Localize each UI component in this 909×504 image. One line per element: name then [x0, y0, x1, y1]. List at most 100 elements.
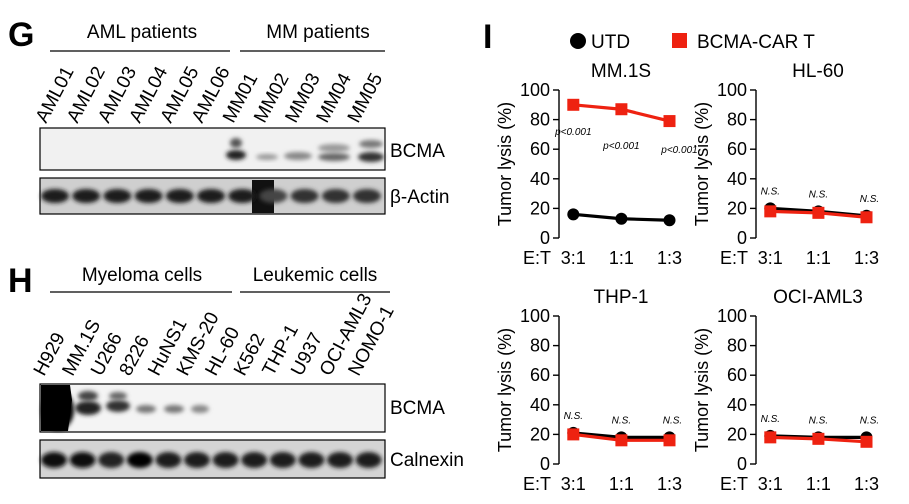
- data-point: [812, 432, 825, 445]
- x-tick-label: 3:1: [561, 474, 586, 494]
- x-tick-label: 1:3: [854, 248, 879, 268]
- blot-band: [212, 452, 239, 468]
- chart-title: MM.1S: [591, 61, 651, 82]
- significance-label: p<0.001: [602, 141, 639, 152]
- blot-band: [69, 452, 96, 468]
- y-tick-label: 80: [727, 110, 747, 130]
- blot-band: [259, 189, 288, 203]
- data-point: [764, 205, 777, 218]
- x-axis-label: E:T: [523, 474, 551, 494]
- chart-title: THP-1: [594, 287, 649, 308]
- legend-utd-label: UTD: [591, 32, 630, 53]
- x-tick-label: 1:3: [657, 474, 682, 494]
- panel-g-bcma-label: BCMA: [390, 141, 445, 162]
- data-point: [663, 434, 676, 447]
- x-tick-label: 1:3: [854, 474, 879, 494]
- panel-h-calnexin-blot: Calnexin: [39, 439, 464, 479]
- panel-h-bcma-blot: BCMA: [39, 383, 445, 433]
- significance-label: N.S.: [761, 186, 780, 197]
- myeloma-group-label: Myeloma cells: [82, 265, 202, 286]
- blot-band: [197, 189, 225, 203]
- legend-car-t-marker: [672, 33, 687, 48]
- blot-band: [72, 189, 101, 203]
- significance-label: N.S.: [860, 194, 879, 205]
- data-point: [860, 435, 873, 448]
- panel-h: H Myeloma cells Leukemic cells H929MM.1S…: [8, 262, 464, 479]
- blot-band: [298, 452, 325, 468]
- panel-g-letter: G: [8, 16, 34, 54]
- significance-label: N.S.: [860, 415, 879, 426]
- data-point: [764, 431, 777, 444]
- panel-g-actin-blot: β-Actin: [39, 177, 450, 215]
- y-tick-label: 80: [727, 336, 747, 356]
- legend-car-t-label: BCMA-CAR T: [697, 32, 815, 53]
- blot-band: [134, 189, 163, 203]
- y-tick-label: 40: [727, 169, 747, 189]
- legend: UTD BCMA-CAR T: [570, 32, 815, 53]
- blot-band: [184, 452, 210, 468]
- x-axis-label: E:T: [523, 248, 551, 268]
- panel-g-bcma-blot: BCMA: [39, 127, 445, 171]
- x-axis-label: E:T: [720, 474, 748, 494]
- y-tick-label: 100: [520, 80, 550, 100]
- data-point: [615, 434, 628, 447]
- y-tick-label: 60: [530, 365, 550, 385]
- panel-g-lane-labels: AML01AML02AML03AML04AML05AML06MM01MM02MM…: [32, 63, 387, 126]
- y-tick-label: 100: [717, 80, 747, 100]
- chart-title: OCI-AML3: [773, 287, 863, 308]
- data-point: [812, 206, 825, 219]
- blot-band: [98, 452, 125, 468]
- x-tick-label: 1:1: [806, 248, 831, 268]
- mm-group-label: MM patients: [266, 22, 369, 43]
- data-point: [615, 103, 628, 116]
- blot-band: [126, 452, 153, 468]
- blot-band: [103, 189, 132, 203]
- y-tick-label: 100: [717, 306, 747, 326]
- significance-label: p<0.001: [660, 145, 697, 156]
- y-tick-label: 20: [727, 198, 747, 218]
- y-tick-label: 0: [737, 228, 747, 248]
- y-tick-label: 0: [540, 454, 550, 474]
- data-point: [567, 98, 580, 111]
- blot-band: [269, 452, 296, 468]
- panel-i-letter: I: [483, 18, 492, 56]
- data-point: [860, 211, 873, 224]
- panel-h-letter: H: [8, 262, 33, 300]
- y-tick-label: 60: [727, 365, 747, 385]
- data-point: [663, 214, 676, 227]
- blot-band: [241, 452, 268, 468]
- y-axis-label: Tumor lysis (%): [495, 102, 515, 226]
- y-axis-label: Tumor lysis (%): [495, 328, 515, 452]
- data-point: [567, 428, 580, 441]
- y-tick-label: 20: [727, 424, 747, 444]
- blot-band: [290, 189, 319, 203]
- blot-band: [228, 189, 257, 203]
- chart-title: HL-60: [792, 61, 844, 82]
- y-tick-label: 20: [530, 424, 550, 444]
- panel-h-lane-labels: H929MM.1SU2668226HuNS1KMS-20HL-60K562THP…: [30, 290, 399, 379]
- x-tick-label: 1:1: [806, 474, 831, 494]
- x-tick-label: 1:1: [609, 248, 634, 268]
- significance-label: N.S.: [761, 414, 780, 425]
- blot-band: [355, 452, 382, 468]
- significance-label: N.S.: [663, 415, 682, 426]
- y-tick-label: 80: [530, 336, 550, 356]
- significance-label: N.S.: [564, 411, 583, 422]
- blot-band: [41, 189, 69, 203]
- data-point: [663, 115, 676, 128]
- aml-group-label: AML patients: [87, 22, 197, 43]
- panel-g-actin-label: β-Actin: [390, 187, 450, 208]
- x-tick-label: 3:1: [758, 248, 783, 268]
- y-tick-label: 100: [520, 306, 550, 326]
- blot-band: [165, 189, 194, 203]
- y-tick-label: 80: [530, 110, 550, 130]
- panel-h-calnexin-label: Calnexin: [390, 450, 464, 471]
- x-axis-label: E:T: [720, 248, 748, 268]
- significance-label: N.S.: [809, 189, 828, 200]
- panel-i: I UTD BCMA-CAR T MM.1S020406080100Tumor …: [483, 18, 879, 494]
- y-tick-label: 0: [737, 454, 747, 474]
